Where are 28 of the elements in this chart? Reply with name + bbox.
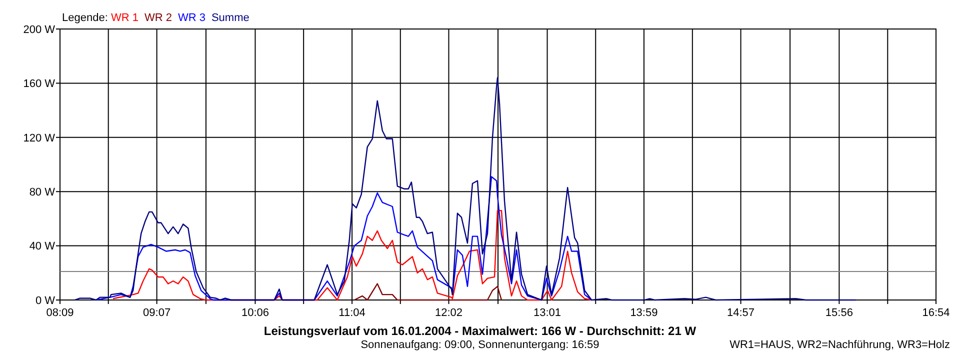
line-series	[354, 283, 502, 301]
y-tick-label: 80 W	[29, 186, 56, 198]
x-tick-label: 16:54	[922, 307, 950, 319]
x-tick-label: 10:06	[241, 307, 269, 319]
line-series	[112, 210, 592, 301]
x-tick-label: 13:01	[533, 307, 562, 319]
line-series	[74, 77, 857, 301]
text: Sonnenaufgang: 09:00, Sonnenuntergang: 16:59	[360, 339, 600, 351]
text: Leistungsverlauf vom 16.01.2004 - Maximalwert: 166 W - Durchschnitt: 21 W	[264, 324, 697, 338]
y-tick-label: 40 W	[29, 240, 56, 253]
text: WR 1	[110, 12, 138, 24]
text: WR 2	[144, 12, 172, 24]
x-tick-label: 09:07	[143, 307, 171, 319]
x-tick-label: 13:59	[630, 307, 658, 319]
y-tick-label: 0 W	[35, 294, 56, 307]
x-tick-label: 08:09	[46, 307, 74, 319]
text: WR 3	[178, 12, 206, 24]
line-series	[95, 176, 592, 301]
x-tick-label: 12:02	[434, 307, 463, 319]
x-tick-label: 14:57	[727, 307, 755, 319]
text: WR1=HAUS, WR2=Nachführung, WR3=Holz	[730, 339, 950, 351]
legend-title: Legende:	[62, 12, 111, 24]
x-tick-label: 15:56	[825, 307, 853, 319]
x-tick-label: 11:04	[338, 307, 366, 319]
y-tick-label: 160 W	[23, 78, 56, 90]
y-tick-label: 120 W	[23, 132, 56, 144]
text: Summe	[211, 12, 250, 24]
y-tick-label: 200 W	[23, 24, 56, 36]
